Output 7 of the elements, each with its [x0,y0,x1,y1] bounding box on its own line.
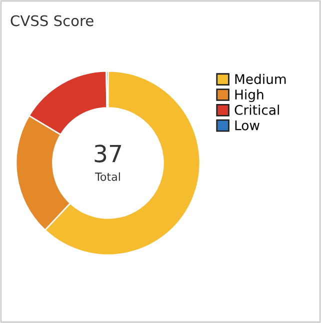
legend-label: High [235,89,264,102]
text: Total [94,172,120,181]
legend-label: Low [235,120,260,130]
chart-title: CVSS Score [10,15,94,26]
text: 37 [94,144,122,162]
legend-label: Critical [234,104,279,115]
legend-label: Medium [235,74,286,84]
